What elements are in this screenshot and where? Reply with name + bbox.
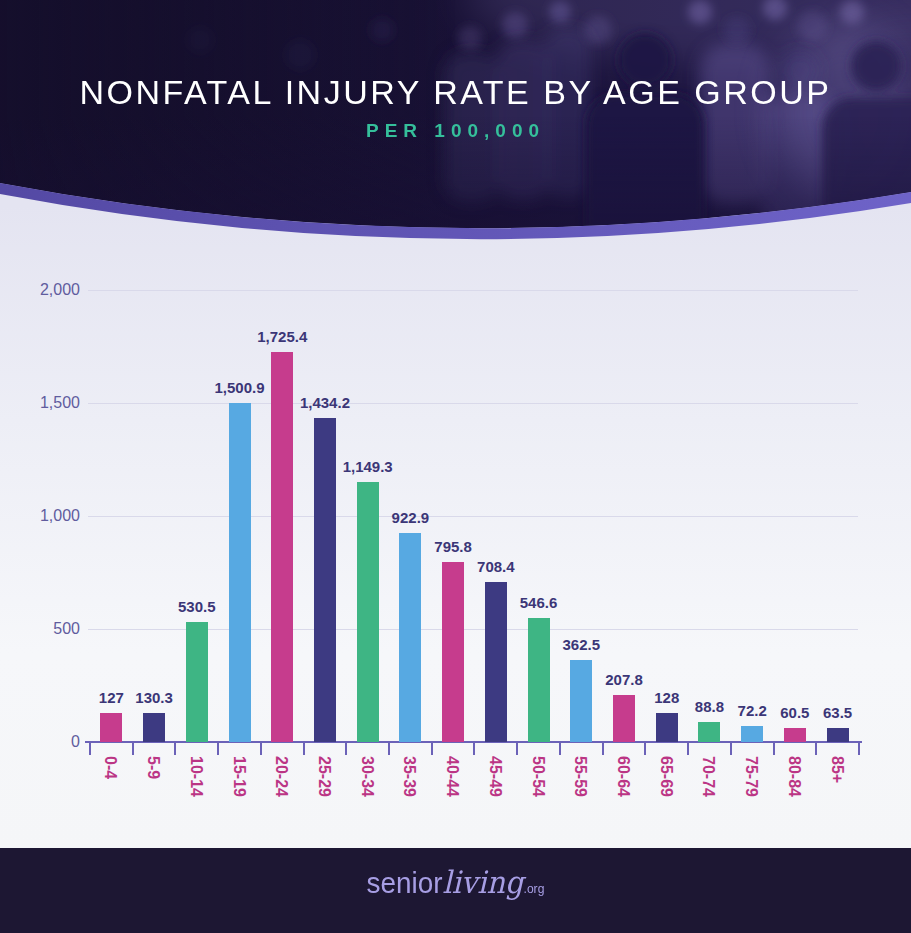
x-category-label: 50-54	[529, 756, 547, 797]
x-axis-tick	[303, 743, 305, 755]
x-axis-tick	[260, 743, 262, 755]
bar-value-label: 362.5	[536, 636, 626, 653]
x-category-label: 55-59	[571, 756, 589, 797]
x-category-label: 35-39	[400, 756, 418, 797]
x-category-label: 15-19	[230, 756, 248, 797]
y-axis-label: 1,500	[20, 394, 80, 412]
bar	[186, 622, 208, 742]
x-axis-tick	[773, 743, 775, 755]
bar	[784, 728, 806, 742]
y-axis-label: 1,000	[20, 507, 80, 525]
y-gridline	[88, 290, 858, 291]
x-axis-tick	[644, 743, 646, 755]
bar	[741, 726, 763, 742]
y-gridline	[88, 516, 858, 517]
bar-value-label: 795.8	[408, 538, 498, 555]
x-axis-tick	[559, 743, 561, 755]
x-axis-tick	[431, 743, 433, 755]
x-axis-tick	[345, 743, 347, 755]
bar	[698, 722, 720, 742]
x-category-label: 60-64	[614, 756, 632, 797]
bar	[656, 713, 678, 742]
x-axis-tick	[174, 743, 176, 755]
y-axis-label: 0	[20, 733, 80, 751]
x-axis-tick	[730, 743, 732, 755]
x-category-label: 45-49	[486, 756, 504, 797]
bar-value-label: 1,725.4	[237, 328, 327, 345]
bar-value-label: 546.6	[494, 594, 584, 611]
x-category-label: 30-34	[358, 756, 376, 797]
x-axis-tick	[602, 743, 604, 755]
x-category-label: 70-74	[699, 756, 717, 797]
bar-value-label: 1,434.2	[280, 394, 370, 411]
x-category-label: 80-84	[785, 756, 803, 797]
x-axis-tick	[89, 743, 91, 755]
x-axis-tick	[132, 743, 134, 755]
x-category-label: 0-4	[101, 756, 119, 779]
bar	[143, 713, 165, 742]
bar-value-label: 207.8	[579, 671, 669, 688]
logo-org: .org	[524, 881, 545, 896]
x-axis-tick	[815, 743, 817, 755]
bar	[442, 562, 464, 742]
x-axis-tick	[217, 743, 219, 755]
bar	[399, 533, 421, 742]
bar	[827, 728, 849, 742]
y-gridline	[88, 403, 858, 404]
x-category-label: 20-24	[272, 756, 290, 797]
x-axis-tick	[516, 743, 518, 755]
x-category-label: 40-44	[443, 756, 461, 797]
x-category-label: 25-29	[315, 756, 333, 797]
x-axis-tick	[473, 743, 475, 755]
chart-subtitle: PER 100,000	[0, 120, 911, 142]
seniorliving-logo: seniorliving.org	[32, 864, 879, 900]
infographic-page: 05001,0001,5002,0001270-4130.35-9530.510…	[0, 0, 911, 933]
y-axis-label: 500	[20, 620, 80, 638]
x-category-label: 65-69	[657, 756, 675, 797]
bar-value-label: 922.9	[365, 509, 455, 526]
logo-senior: senior	[367, 866, 443, 899]
bar-value-label: 63.5	[793, 704, 883, 721]
bar-value-label: 1,149.3	[323, 458, 413, 475]
x-axis-tick	[687, 743, 689, 755]
x-axis-tick	[388, 743, 390, 755]
footer-bar: seniorliving.org	[0, 848, 911, 933]
bar	[100, 713, 122, 742]
x-category-label: 10-14	[187, 756, 205, 797]
x-axis-tick	[858, 743, 860, 755]
y-axis-label: 2,000	[20, 281, 80, 299]
logo-living: living	[443, 864, 524, 900]
bar	[229, 403, 251, 742]
chart-title: NONFATAL INJURY RATE BY AGE GROUP	[0, 73, 911, 112]
x-category-label: 75-79	[742, 756, 760, 797]
x-category-label: 85+	[828, 756, 846, 783]
bar-value-label: 708.4	[451, 558, 541, 575]
x-category-label: 5-9	[144, 756, 162, 779]
